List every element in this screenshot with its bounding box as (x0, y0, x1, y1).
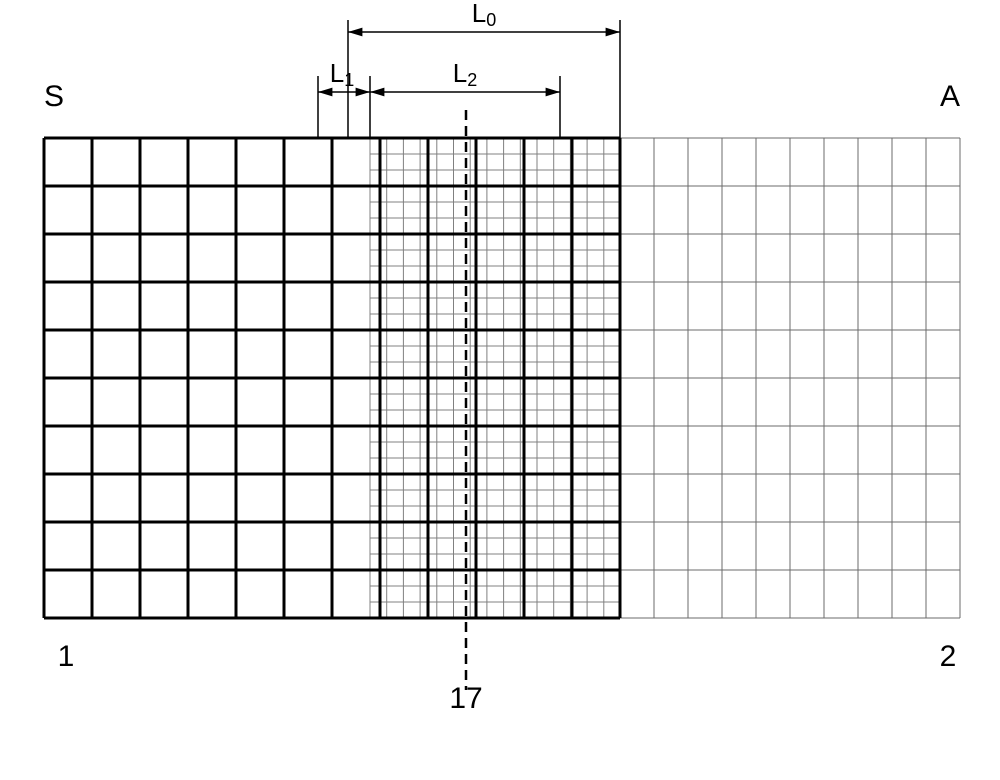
svg-text:L2: L2 (453, 58, 477, 90)
svg-text:L1: L1 (330, 58, 354, 90)
svg-text:1: 1 (58, 640, 75, 673)
svg-text:2: 2 (940, 640, 957, 673)
svg-text:S: S (44, 80, 64, 113)
diagram-svg: L0L1L2SA1217 (0, 0, 1000, 780)
svg-text:A: A (940, 80, 960, 113)
svg-text:L0: L0 (472, 0, 496, 30)
diagram-container: L0L1L2SA1217 (0, 0, 1000, 780)
